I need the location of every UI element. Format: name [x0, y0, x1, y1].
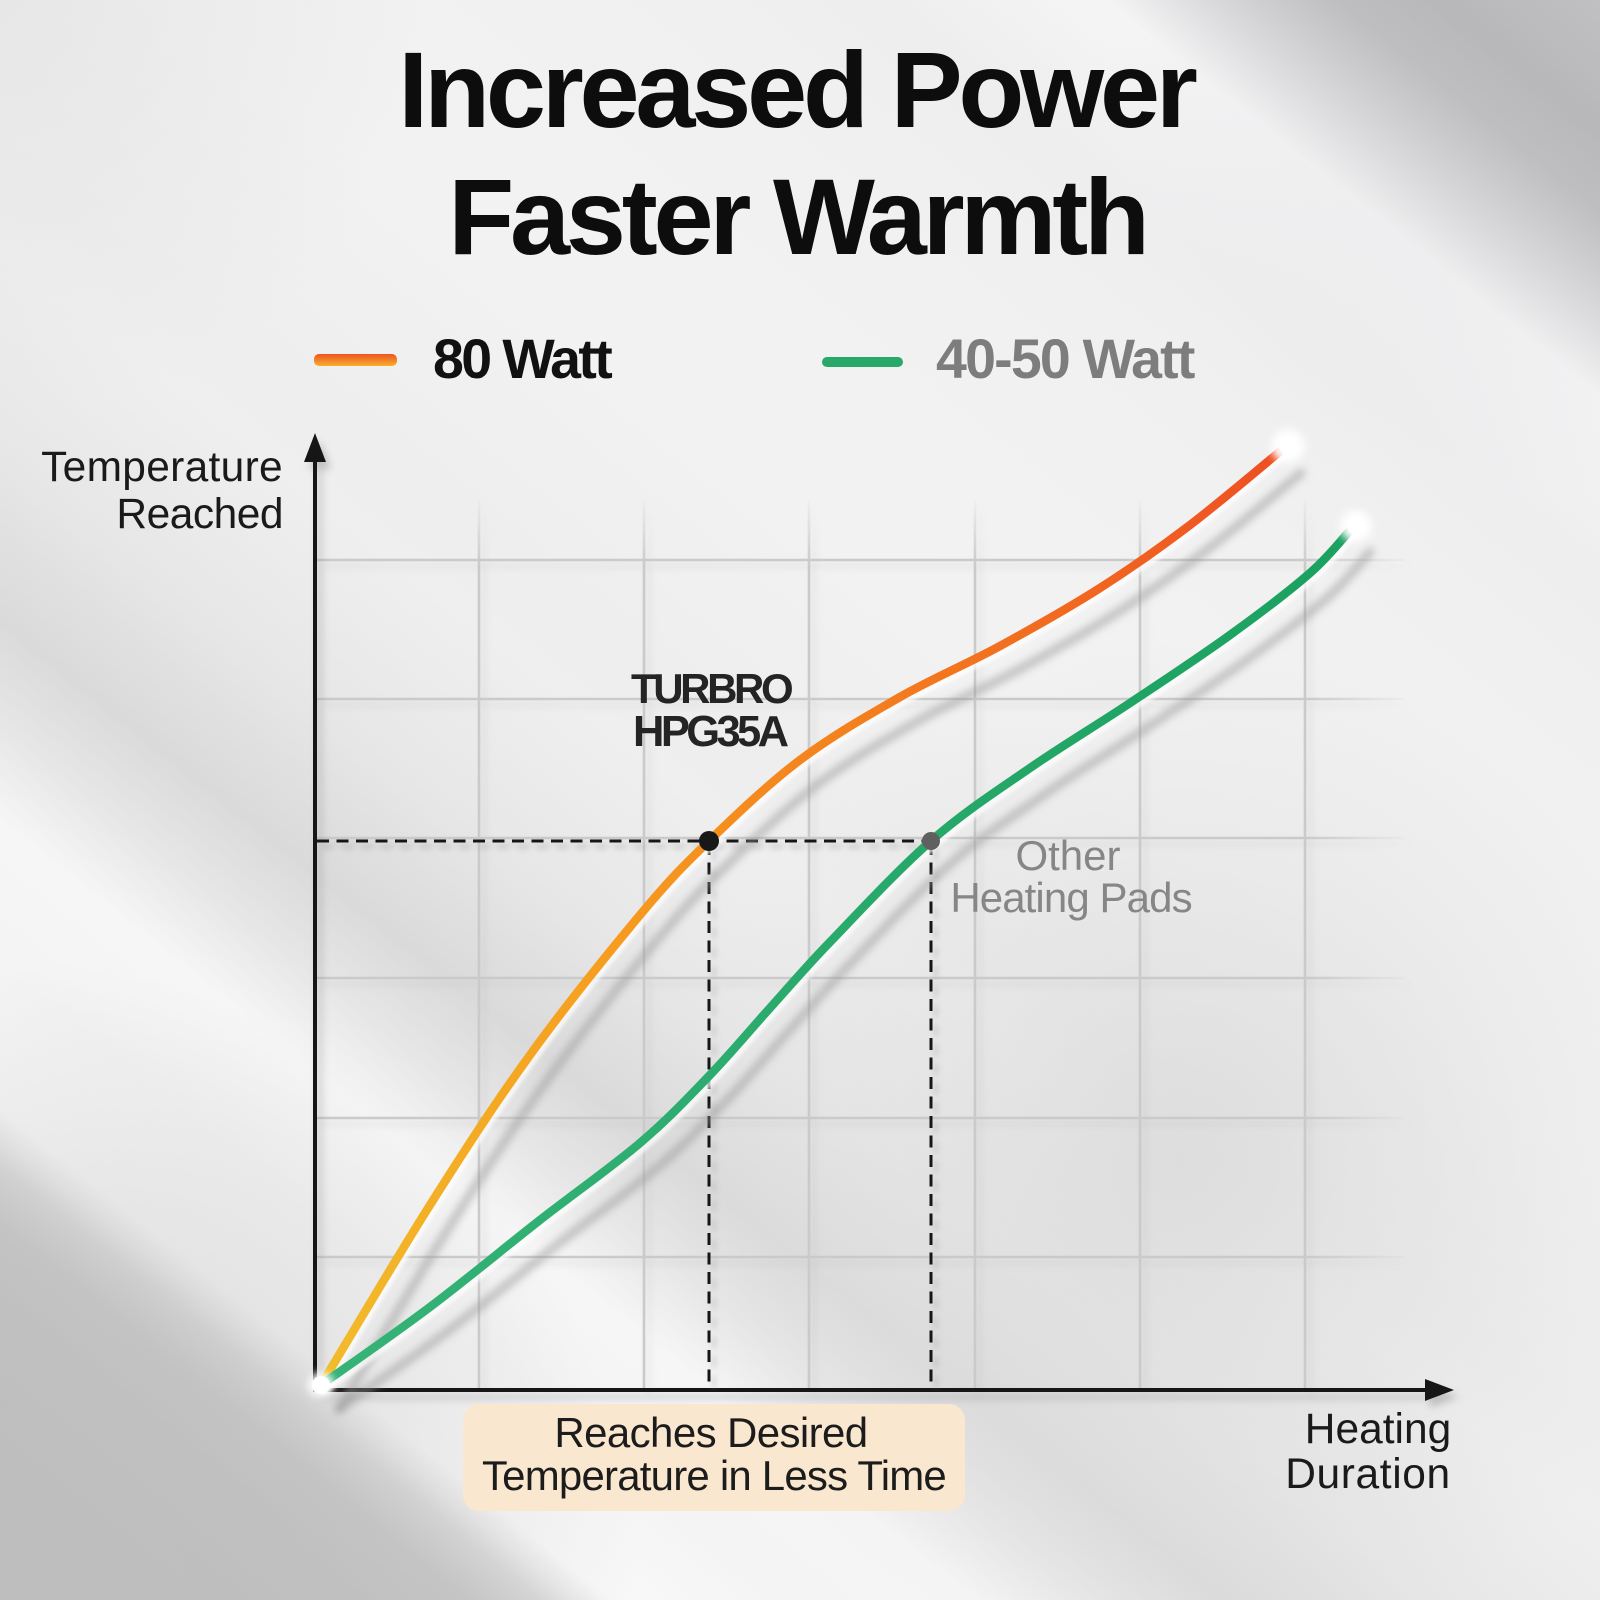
- svg-text:80 Watt: 80 Watt: [433, 328, 612, 390]
- svg-text:Temperature: Temperature: [41, 444, 283, 491]
- svg-text:TURBRO: TURBRO: [631, 665, 792, 712]
- svg-text:Heating Pads: Heating Pads: [950, 874, 1191, 921]
- svg-text:HPG35A: HPG35A: [633, 708, 789, 756]
- svg-text:Other: Other: [1015, 832, 1120, 879]
- svg-text:Reached: Reached: [116, 491, 283, 538]
- svg-text:Temperature in Less Time: Temperature in Less Time: [482, 1452, 946, 1499]
- svg-text:Increased Power: Increased Power: [398, 29, 1197, 150]
- svg-text:Faster Warmth: Faster Warmth: [448, 156, 1146, 277]
- svg-text:Duration: Duration: [1285, 1451, 1450, 1498]
- svg-text:40-50 Watt: 40-50 Watt: [936, 328, 1195, 390]
- svg-text:Reaches Desired: Reaches Desired: [554, 1409, 867, 1456]
- svg-text:Heating: Heating: [1305, 1406, 1452, 1453]
